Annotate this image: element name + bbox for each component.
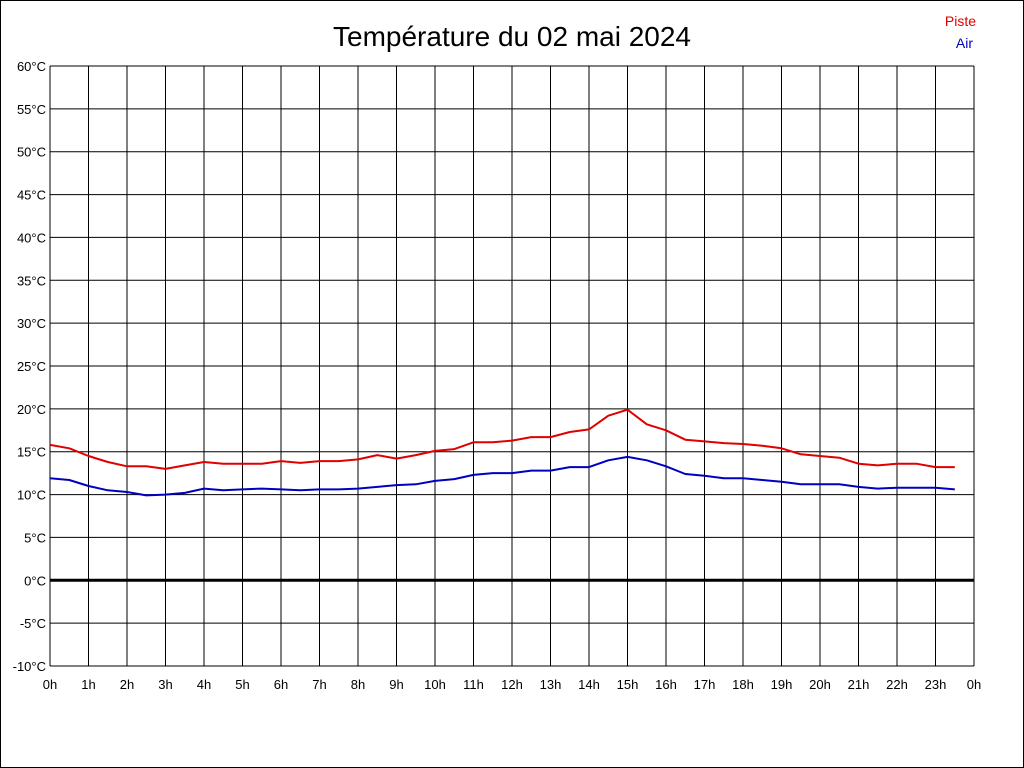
x-axis-ticks: 0h 1h 2h 3h 4h 5h 6h 7h 8h 9h 10h 11h 12h 13h 14h 15h 16… [43,677,981,692]
x-tick-label: 17h [694,677,716,692]
y-tick-label: 55°C [17,102,46,117]
x-tick-label: 3h [158,677,172,692]
x-tick-label: 20h [809,677,831,692]
grid [49,65,975,667]
x-tick-label: 2h [120,677,134,692]
x-tick-label: 4h [197,677,211,692]
y-tick-label: 50°C [17,145,46,160]
y-tick-label: 60°C [17,59,46,74]
x-tick-label: 0h [43,677,57,692]
x-tick-label: 21h [848,677,870,692]
x-tick-label: 10h [424,677,446,692]
y-tick-label: 25°C [17,359,46,374]
x-tick-label: 12h [501,677,523,692]
x-tick-label: 9h [389,677,403,692]
y-tick-label: 0°C [24,573,46,588]
x-tick-label: 18h [732,677,754,692]
legend-entry-air: Air [956,35,973,51]
y-tick-label: 20°C [17,402,46,417]
x-tick-label: 13h [540,677,562,692]
x-tick-label: 5h [235,677,249,692]
x-tick-label: 8h [351,677,365,692]
y-tick-label: 5°C [24,530,46,545]
series-line-piste [49,408,955,470]
y-axis-ticks: 60°C 55°C 50°C 45°C 40°C 35°C 30°C 25°C 20°C 15°C… [13,59,46,674]
x-tick-label: 22h [886,677,908,692]
x-tick-label: 7h [312,677,326,692]
x-tick-label: 15h [617,677,639,692]
x-tick-label: 19h [771,677,793,692]
x-tick-label: 23h [925,677,947,692]
series-layer [49,408,955,497]
y-tick-label: 45°C [17,188,46,203]
y-tick-label: 40°C [17,230,46,245]
x-tick-label: 0h [967,677,981,692]
x-tick-label: 1h [81,677,95,692]
x-tick-label: 11h [463,677,484,692]
y-tick-label: 35°C [17,273,46,288]
y-tick-label: 10°C [17,488,46,503]
y-tick-label: 30°C [17,316,46,331]
chart-title: Température du 02 mai 2024 [333,21,691,52]
y-tick-label: 15°C [17,445,46,460]
x-tick-label: 14h [578,677,600,692]
y-tick-label: -10°C [13,659,46,674]
series-line-air [49,455,955,497]
legend-entry-piste: Piste [945,13,976,29]
x-tick-label: 6h [274,677,288,692]
x-tick-label: 16h [655,677,677,692]
y-tick-label: -5°C [20,616,46,631]
